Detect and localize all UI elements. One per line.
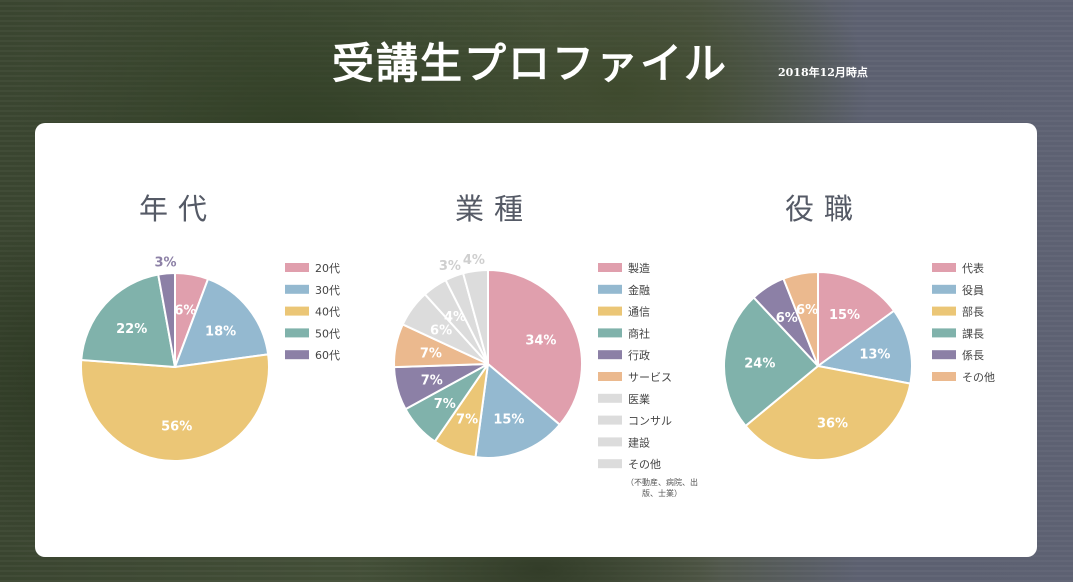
legend-label-age-2: 40代 <box>315 306 340 319</box>
pie-slice-industry-1 <box>474 362 562 459</box>
as-of-date: 2018年12月時点 <box>778 66 868 79</box>
legend-swatch-age-0 <box>285 263 309 272</box>
page-title: 受講生プロファイル <box>332 39 729 88</box>
legend-swatch-industry-0 <box>598 263 622 272</box>
chart-title-industry: 業種 <box>454 192 533 226</box>
legend-swatch-position-2 <box>932 306 956 316</box>
pie-slice-position-5 <box>782 270 819 367</box>
pie-slice-age-1 <box>173 277 270 369</box>
data-label-position-3: 24% <box>744 356 775 371</box>
legend-swatch-age-4 <box>285 350 309 360</box>
data-label-age-3: 22% <box>116 322 147 337</box>
data-label-industry-0: 34% <box>525 334 556 349</box>
data-label-age-2: 56% <box>161 419 192 434</box>
legend-swatch-position-5 <box>932 372 956 381</box>
data-label-industry-5: 7% <box>420 346 442 361</box>
data-label-age-0: 6% <box>174 304 196 319</box>
legend-label-industry-5: サービス <box>628 371 672 384</box>
legend-label-position-2: 部長 <box>962 305 984 319</box>
legend-swatch-industry-3 <box>598 328 622 338</box>
pie-slice-position-1 <box>815 309 913 385</box>
legend-label-position-4: 係長 <box>962 349 984 362</box>
data-label-industry-2: 7% <box>456 412 478 427</box>
chart-title-position: 役職 <box>784 192 863 226</box>
data-label-industry-8: 3% <box>439 259 461 274</box>
legend-swatch-position-0 <box>932 263 956 272</box>
legend-swatch-age-1 <box>285 284 309 294</box>
legend-swatch-age-3 <box>285 328 309 338</box>
legend-swatch-industry-5 <box>598 372 622 381</box>
data-label-position-4: 6% <box>776 311 798 326</box>
legend-label-industry-7: コンサル <box>628 415 672 428</box>
data-label-industry-3: 7% <box>434 397 456 412</box>
data-label-industry-9: 4% <box>463 253 485 268</box>
data-label-industry-4: 7% <box>421 373 443 388</box>
data-label-position-2: 36% <box>817 416 848 431</box>
legend-label-industry-9: その他 <box>628 458 661 471</box>
pie-slice-age-4 <box>157 271 176 368</box>
legend-swatch-industry-9 <box>598 459 622 469</box>
chart-title-age: 年代 <box>138 192 217 226</box>
legend-label-age-4: 60代 <box>315 349 340 362</box>
pie-slice-position-2 <box>744 364 912 461</box>
legend-label-position-3: 課長 <box>962 326 984 340</box>
data-label-position-5: 6% <box>796 303 818 318</box>
legend-swatch-industry-4 <box>598 350 622 360</box>
pie-slice-industry-9 <box>461 268 489 365</box>
legend-label-industry-8: 建設 <box>628 435 650 449</box>
industry-note: （不動産、病院、出版、士業） <box>626 478 698 498</box>
pie-slice-position-0 <box>817 270 896 368</box>
legend-label-age-0: 20代 <box>315 262 340 275</box>
legend-label-age-1: 30代 <box>315 284 340 297</box>
data-label-age-1: 18% <box>205 325 236 340</box>
legend-label-position-5: その他 <box>962 371 995 384</box>
legend-swatch-industry-6 <box>598 393 622 403</box>
legend-swatch-position-3 <box>932 328 956 338</box>
data-label-position-1: 13% <box>859 347 890 362</box>
pie-slice-industry-0 <box>487 268 583 427</box>
data-label-position-0: 15% <box>829 308 860 323</box>
pie-slice-age-2 <box>80 353 270 462</box>
legend-label-industry-0: 製造 <box>628 261 650 275</box>
legend-swatch-age-2 <box>285 306 309 316</box>
legend-label-industry-3: 商社 <box>628 326 650 340</box>
legend-label-industry-1: 金融 <box>628 283 650 297</box>
legend-label-industry-2: 通信 <box>628 306 650 319</box>
pie-slice-age-3 <box>80 273 177 369</box>
legend-label-age-3: 50代 <box>315 327 340 340</box>
legend-swatch-industry-7 <box>598 415 622 425</box>
legend-label-position-1: 役員 <box>962 283 984 297</box>
legend-label-industry-6: 医業 <box>628 393 650 406</box>
legend-label-position-0: 代表 <box>962 261 984 275</box>
data-label-industry-1: 15% <box>493 412 524 427</box>
legend-swatch-industry-2 <box>598 306 622 316</box>
data-label-industry-6: 6% <box>430 323 452 338</box>
legend-swatch-position-4 <box>932 350 956 360</box>
legend-label-industry-4: 行政 <box>628 348 650 362</box>
pie-slice-position-3 <box>723 296 820 428</box>
legend-swatch-position-1 <box>932 284 956 294</box>
legend-swatch-industry-8 <box>598 437 622 447</box>
data-label-industry-7: 4% <box>444 310 466 325</box>
legend-swatch-industry-1 <box>598 284 622 294</box>
data-label-age-4: 3% <box>154 255 176 270</box>
